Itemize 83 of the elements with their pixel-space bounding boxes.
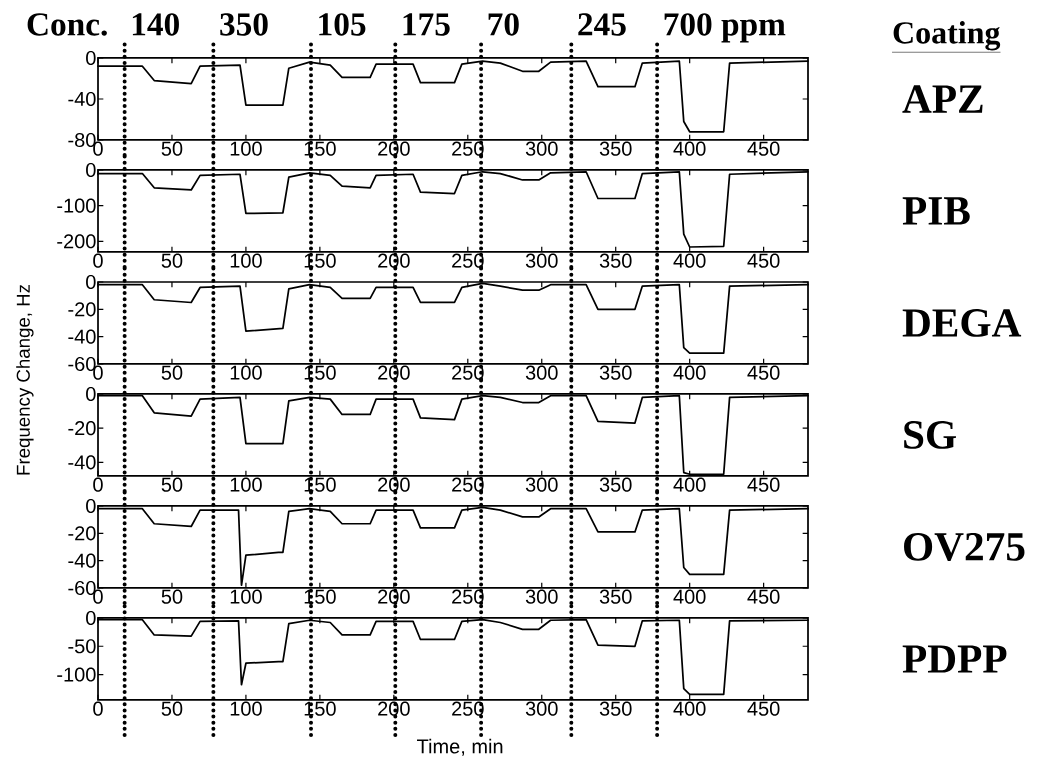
x-tick-label: 100	[230, 365, 262, 380]
x-tick-label: 450	[747, 141, 780, 156]
x-tick-label: 250	[452, 253, 484, 268]
text: Coating	[893, 21, 1001, 51]
x-tick-label: 250	[452, 477, 484, 492]
text: Conc.	[27, 13, 107, 36]
x-tick-label: 150	[304, 141, 336, 156]
legend-label: DEGA	[902, 309, 1022, 337]
y-axis-title: Frequency Change, Hz	[16, 284, 34, 475]
text: 245	[578, 13, 626, 36]
text: 70	[488, 13, 519, 36]
y-tick-label: -20	[68, 526, 96, 541]
x-tick-label: 50	[161, 477, 183, 492]
legend-label: PDPP	[902, 645, 1007, 673]
x-tick-label: 300	[525, 589, 558, 604]
legend-label: OV275	[904, 532, 1025, 561]
x-tick-label: 400	[673, 365, 706, 380]
y-tick-label: -40	[68, 91, 96, 107]
x-tick-label: 100	[230, 477, 262, 492]
x-tick-label: 50	[161, 701, 183, 716]
legend-label: APZ	[902, 85, 983, 113]
text: 175	[403, 13, 450, 36]
x-tick-label: 300	[525, 365, 558, 380]
x-tick-label: 450	[747, 365, 780, 380]
y-tick-label: 0	[86, 498, 96, 514]
y-tick-label: 0	[86, 50, 96, 66]
x-tick-label: 400	[673, 701, 706, 716]
x-tick-label: 450	[747, 589, 780, 604]
text: 140	[132, 13, 179, 36]
y-tick-label: -40	[68, 553, 96, 568]
text: 105	[319, 13, 366, 36]
text: 350	[220, 13, 268, 36]
x-tick-label: 150	[304, 589, 336, 604]
x-tick-label: 350	[599, 365, 632, 380]
y-tick-label: 0	[86, 386, 96, 402]
x-tick-label: 100	[230, 253, 262, 268]
x-tick-label: 100	[230, 701, 262, 716]
y-tick-label: -50	[68, 639, 96, 654]
x-tick-label: 250	[452, 365, 484, 380]
x-tick-label: 250	[452, 701, 484, 716]
x-tick-label: 150	[304, 253, 336, 268]
x-tick-label: 50	[161, 589, 183, 604]
x-tick-label: 50	[161, 253, 183, 268]
x-tick-label: 350	[599, 477, 632, 492]
x-tick-label: 100	[230, 589, 262, 604]
x-tick-label: 400	[673, 589, 706, 604]
y-tick-label: 0	[86, 610, 96, 626]
x-tick-label: 400	[673, 253, 706, 268]
x-tick-label: 150	[304, 365, 336, 380]
x-tick-label: 300	[525, 477, 558, 492]
x-tick-label: 200	[378, 701, 410, 716]
x-tick-label: 450	[747, 701, 780, 716]
x-tick-label: 150	[304, 477, 336, 492]
x-tick-label: 150	[304, 701, 336, 716]
x-tick-label: 400	[673, 141, 706, 156]
text: 700 ppm	[664, 13, 786, 43]
x-tick-label: 50	[161, 365, 183, 380]
x-tick-label: 350	[599, 701, 632, 716]
y-tick-label: -200	[57, 234, 96, 249]
x-tick-label: 400	[673, 477, 706, 492]
x-tick-label: 350	[599, 589, 632, 604]
x-axis-title: Time, min	[417, 738, 503, 756]
x-tick-label: 100	[230, 141, 262, 156]
y-tick-label: -100	[57, 667, 96, 682]
x-tick-label: 250	[452, 589, 484, 604]
y-tick-label: -20	[68, 302, 96, 317]
x-tick-label: 350	[599, 253, 632, 268]
x-tick-label: 300	[525, 253, 558, 268]
x-tick-label: 250	[452, 141, 484, 156]
x-tick-label: 350	[599, 141, 632, 156]
y-tick-label: 0	[86, 162, 96, 178]
x-tick-label: 450	[747, 253, 780, 268]
x-tick-label: 300	[525, 141, 558, 156]
legend-label: SG	[904, 421, 957, 449]
y-tick-label: 0	[86, 274, 96, 290]
y-tick-label: -100	[57, 198, 96, 213]
x-tick-label: 450	[747, 477, 780, 492]
y-tick-label: -20	[68, 421, 96, 436]
x-tick-label: 300	[525, 701, 558, 716]
y-tick-label: -40	[68, 329, 96, 344]
x-tick-label: 50	[161, 141, 183, 156]
y-tick-label: -40	[68, 455, 96, 470]
legend-label: PIB	[902, 197, 970, 225]
